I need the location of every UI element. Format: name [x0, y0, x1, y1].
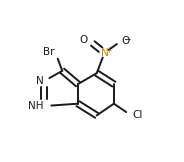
Text: N: N	[36, 76, 43, 86]
Text: O: O	[122, 36, 130, 46]
Text: N: N	[101, 48, 108, 58]
Text: O: O	[80, 35, 88, 45]
Text: NH: NH	[28, 101, 43, 111]
Text: +: +	[105, 46, 111, 55]
Text: −: −	[123, 34, 131, 43]
Text: Cl: Cl	[132, 110, 142, 120]
Text: Br: Br	[43, 47, 54, 57]
